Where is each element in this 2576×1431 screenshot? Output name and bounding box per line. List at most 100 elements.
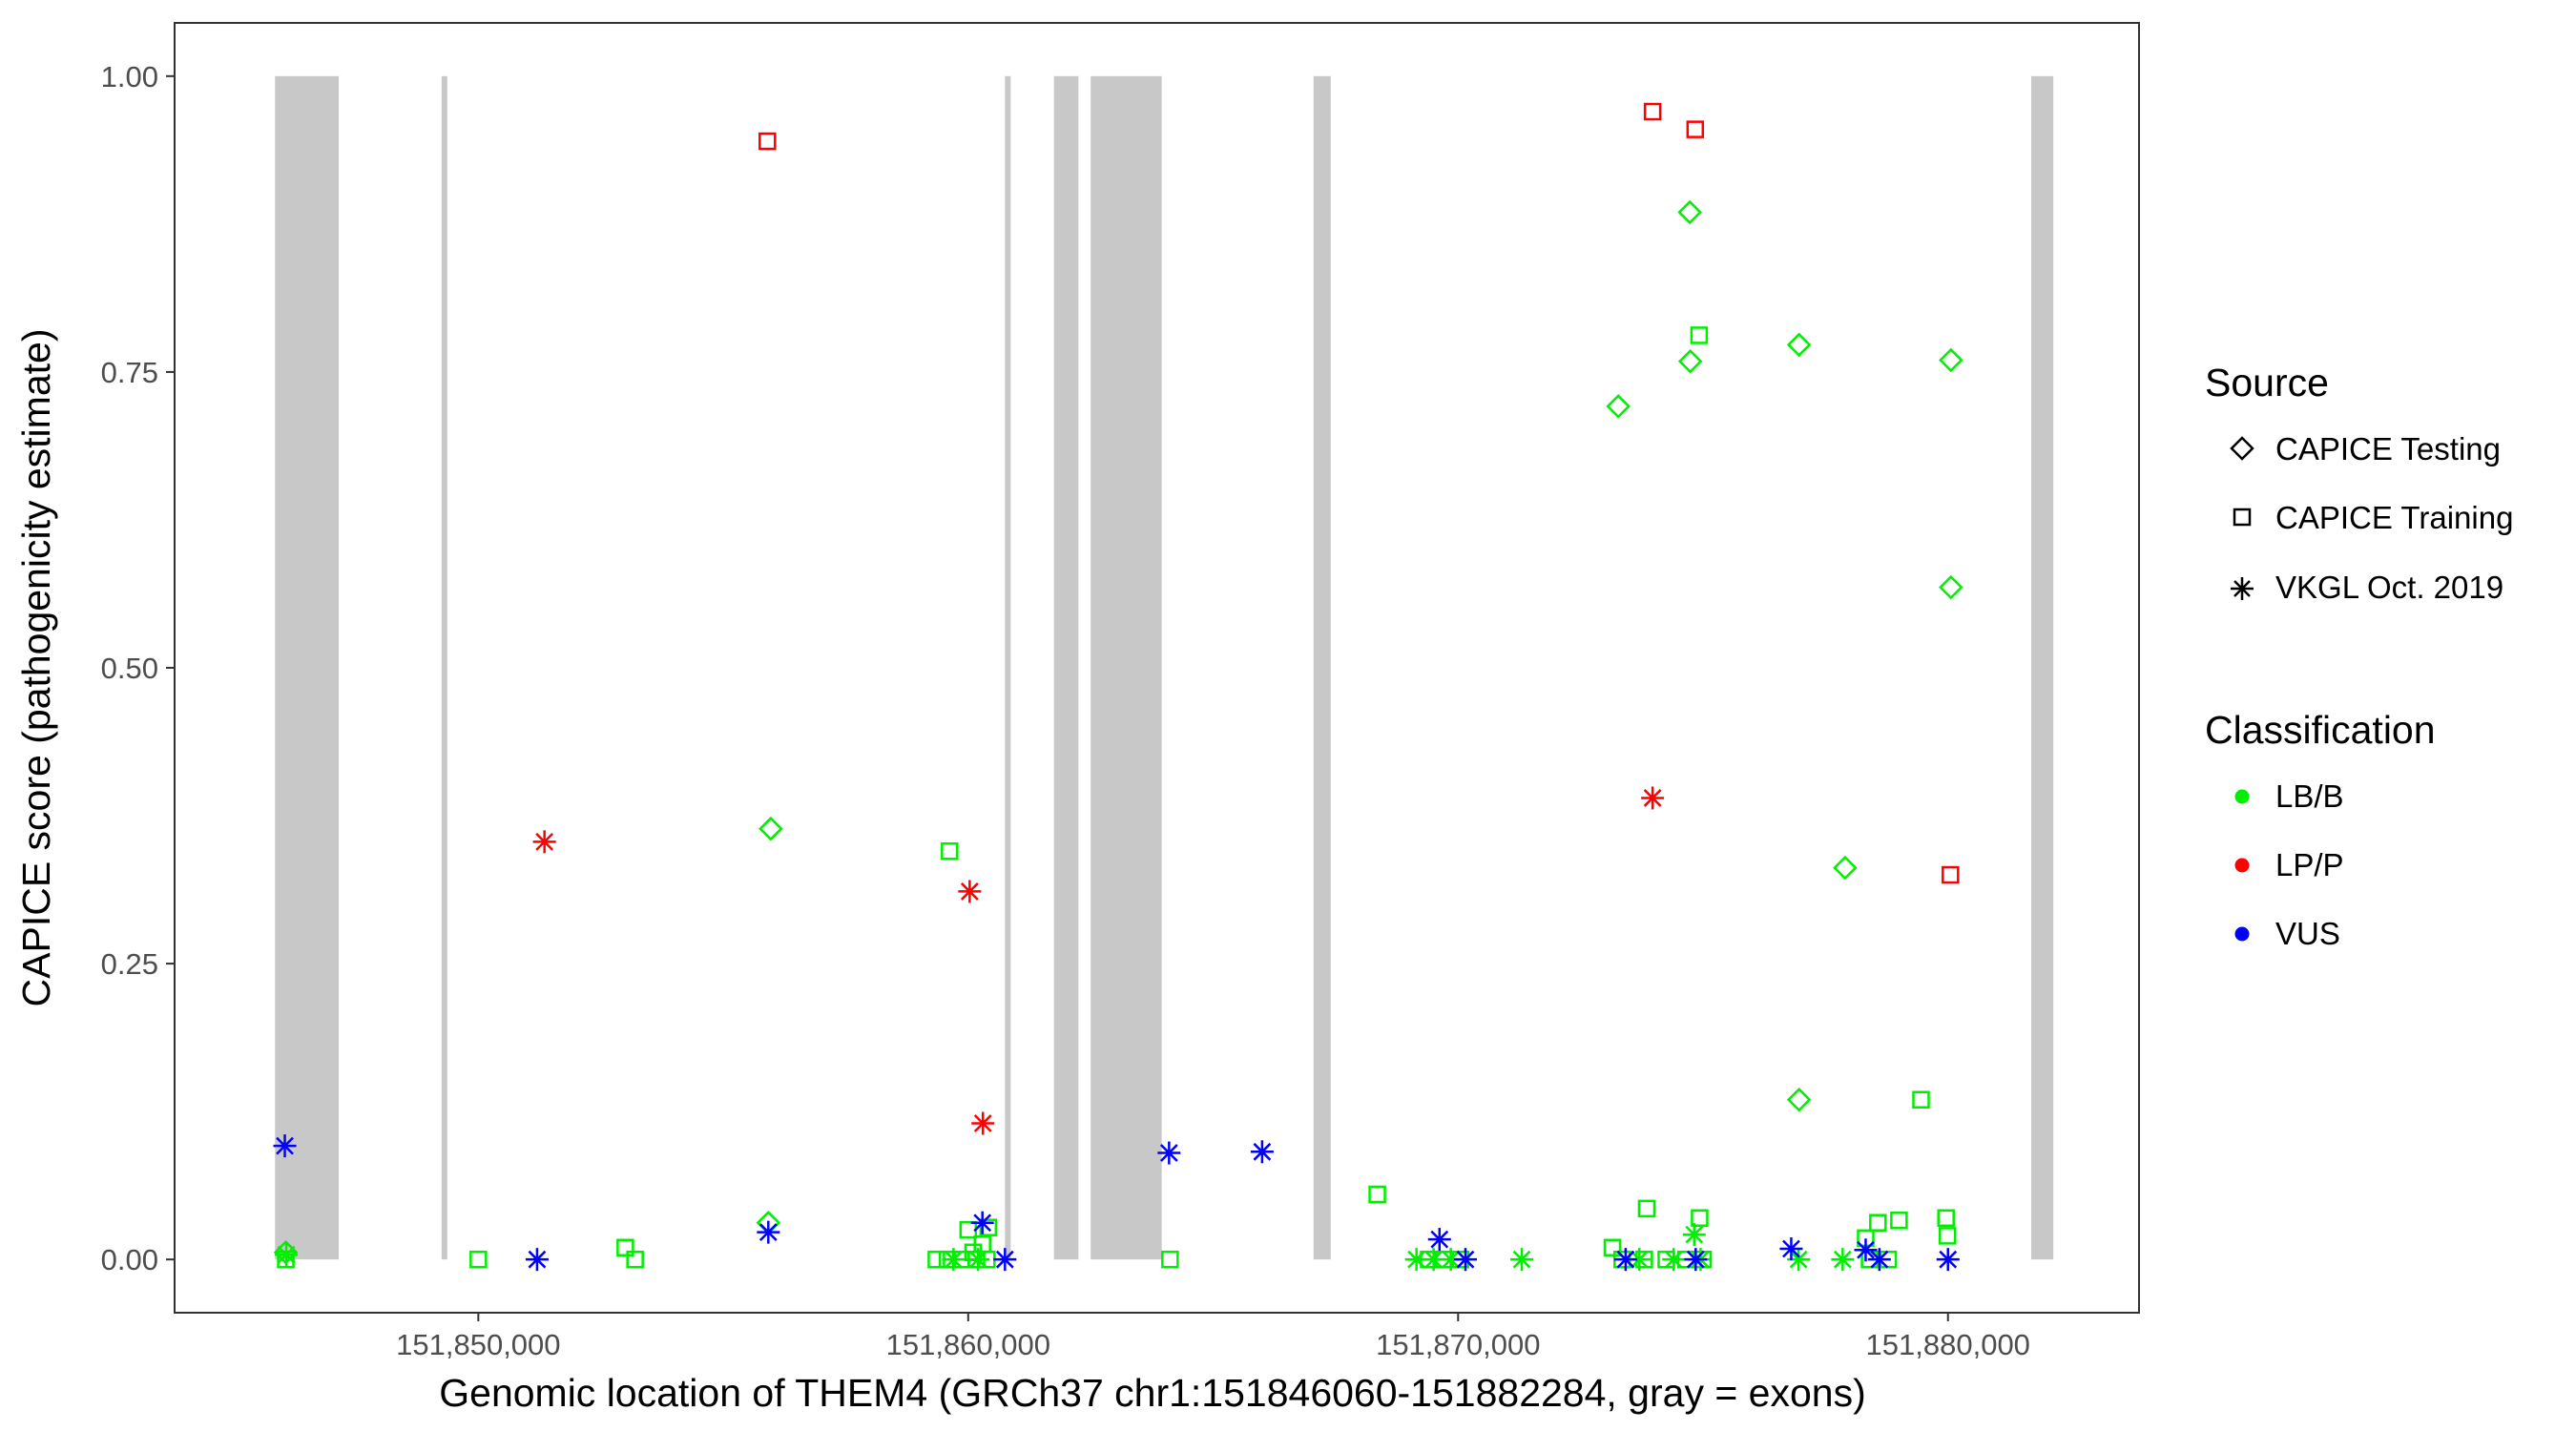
legend-label-vus: VUS: [2275, 916, 2340, 951]
legend-item-capice-training: CAPICE Training: [2233, 500, 2513, 535]
y-axis-label: CAPICE score (pathogenicity estimate): [14, 329, 58, 1007]
data-point-square: [758, 132, 777, 151]
exon-bands: [275, 75, 2054, 1260]
legend-label-capice-testing: CAPICE Testing: [2275, 431, 2501, 467]
data-point-asterisk: [966, 1248, 990, 1272]
data-point-square: [1161, 1250, 1179, 1269]
data-point-square: [1691, 1209, 1709, 1228]
exon-band: [2031, 75, 2054, 1260]
legend-item-lp-p: LP/P: [2234, 847, 2344, 882]
data-point-diamond: [1786, 332, 1812, 358]
data-point-square: [1686, 120, 1705, 138]
data-point-asterisk: [532, 830, 556, 854]
legend-item-capice-testing: CAPICE Testing: [2230, 431, 2501, 467]
exon-band: [275, 75, 340, 1260]
data-point-diamond: [1606, 394, 1631, 419]
x-tick-label: 151,860,000: [886, 1328, 1050, 1361]
legend-label-lp-p: LP/P: [2275, 847, 2344, 882]
red-dot-icon: [2234, 858, 2250, 873]
data-point-asterisk: [970, 1211, 994, 1234]
data-point-square: [941, 842, 959, 861]
legend-classification-title: Classification: [2205, 708, 2436, 752]
data-point-asterisk: [1854, 1238, 1878, 1262]
data-point-diamond: [1833, 855, 1858, 881]
legend: Source CAPICE Testing CAPICE Training VK…: [2205, 361, 2513, 951]
data-point-asterisk: [958, 880, 982, 903]
data-point-square: [1869, 1213, 1887, 1232]
legend-label-lb-b: LB/B: [2275, 778, 2344, 814]
data-point-diamond: [1677, 199, 1702, 225]
exon-band: [1005, 75, 1011, 1260]
legend-label-capice-training: CAPICE Training: [2275, 500, 2513, 535]
exon-band: [1091, 75, 1162, 1260]
legend-item-lb-b: LB/B: [2234, 778, 2344, 814]
data-point-asterisk: [1936, 1248, 1960, 1272]
data-point-square: [1890, 1212, 1908, 1230]
data-point-asterisk: [273, 1134, 297, 1158]
data-point-square: [1643, 102, 1662, 121]
data-point-asterisk: [1613, 1248, 1637, 1272]
data-point-diamond: [1786, 1087, 1812, 1112]
data-point-asterisk: [1641, 786, 1665, 810]
data-point-diamond: [1677, 348, 1703, 374]
blue-dot-icon: [2234, 926, 2250, 942]
x-axis-label: Genomic location of THEM4 (GRCh37 chr1:1…: [439, 1371, 1865, 1415]
exon-band: [1313, 75, 1331, 1260]
y-tick-label: 0.00: [101, 1243, 158, 1276]
data-point-square: [1368, 1185, 1386, 1204]
data-point-square: [1603, 1238, 1622, 1257]
data-points: [273, 102, 1963, 1272]
x-tick-label: 151,850,000: [396, 1328, 560, 1361]
data-point-square: [1690, 326, 1709, 344]
data-point-square: [1937, 1209, 1955, 1228]
x-tick-label: 151,870,000: [1376, 1328, 1540, 1361]
y-tick-label: 1.00: [101, 60, 158, 93]
data-point-asterisk: [993, 1248, 1017, 1272]
data-point-square: [1912, 1090, 1930, 1109]
data-point-asterisk: [275, 1243, 299, 1267]
y-tick-label: 0.50: [101, 652, 158, 685]
data-point-diamond: [758, 816, 783, 841]
data-point-asterisk: [1867, 1248, 1891, 1272]
exon-band: [1053, 75, 1079, 1260]
data-point-asterisk: [1453, 1248, 1477, 1272]
data-point-asterisk: [1157, 1141, 1181, 1165]
y-tick-label: 0.75: [101, 356, 158, 389]
data-point-asterisk: [971, 1111, 995, 1135]
data-point-square: [1938, 1227, 1957, 1245]
data-point-asterisk: [1779, 1237, 1803, 1261]
axes: 0.00 0.25 0.50 0.75 1.00 151,850,000 151,860,0…: [101, 60, 2030, 1361]
data-point-asterisk: [1684, 1248, 1708, 1272]
data-point-square: [626, 1250, 644, 1269]
data-point-asterisk: [525, 1248, 549, 1272]
legend-source-title: Source: [2205, 361, 2329, 404]
diamond-symbol-icon: [2230, 436, 2254, 461]
data-point-asterisk: [1427, 1228, 1451, 1252]
legend-item-vkgl: VKGL Oct. 2019: [2231, 570, 2503, 605]
data-point-square: [979, 1218, 998, 1236]
data-point-asterisk: [1404, 1248, 1428, 1272]
data-point-square: [1637, 1199, 1656, 1218]
data-point-square: [469, 1250, 488, 1269]
data-point-asterisk: [1510, 1248, 1534, 1272]
data-point-asterisk: [757, 1220, 780, 1244]
y-tick-label: 0.25: [101, 947, 158, 981]
x-tick-label: 151,880,000: [1866, 1328, 2030, 1361]
data-point-diamond: [1939, 347, 1963, 373]
data-point-asterisk: [1662, 1248, 1686, 1272]
legend-label-vkgl: VKGL Oct. 2019: [2275, 570, 2503, 605]
data-point-diamond: [1939, 574, 1963, 600]
square-symbol-icon: [2233, 508, 2252, 527]
exon-band: [441, 75, 447, 1260]
asterisk-symbol-icon: [2231, 577, 2254, 600]
data-point-square: [1942, 865, 1960, 884]
data-point-asterisk: [942, 1248, 966, 1272]
legend-item-vus: VUS: [2234, 916, 2340, 951]
data-point-square: [616, 1238, 634, 1257]
green-dot-icon: [2234, 789, 2250, 804]
data-point-asterisk: [1682, 1223, 1706, 1247]
data-point-asterisk: [1250, 1140, 1274, 1164]
data-point-asterisk: [1831, 1248, 1855, 1272]
